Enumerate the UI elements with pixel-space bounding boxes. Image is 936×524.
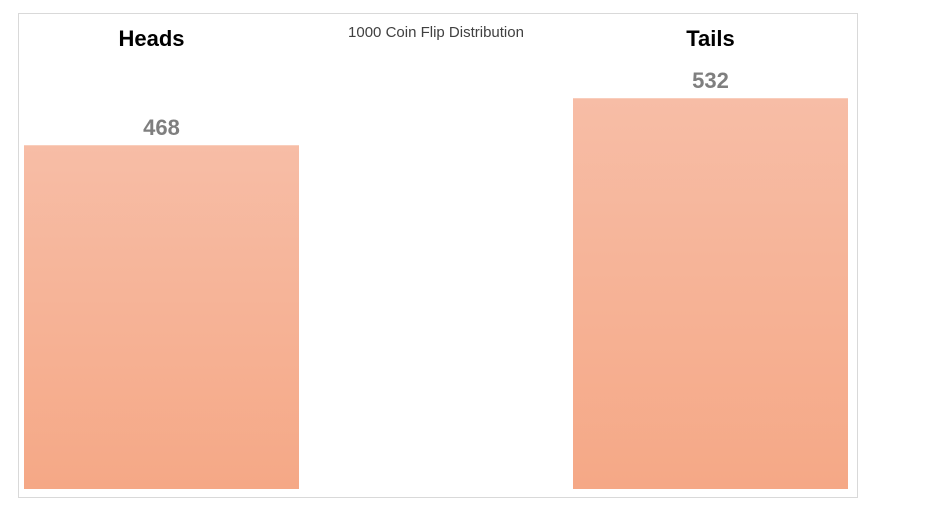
value-label: 468 — [143, 115, 180, 140]
category-label: Heads — [118, 26, 184, 51]
bar — [573, 98, 848, 489]
category-label: Tails — [686, 26, 735, 51]
bar — [24, 145, 299, 489]
chart-title: 1000 Coin Flip Distribution — [348, 24, 524, 41]
value-label: 532 — [692, 68, 729, 93]
